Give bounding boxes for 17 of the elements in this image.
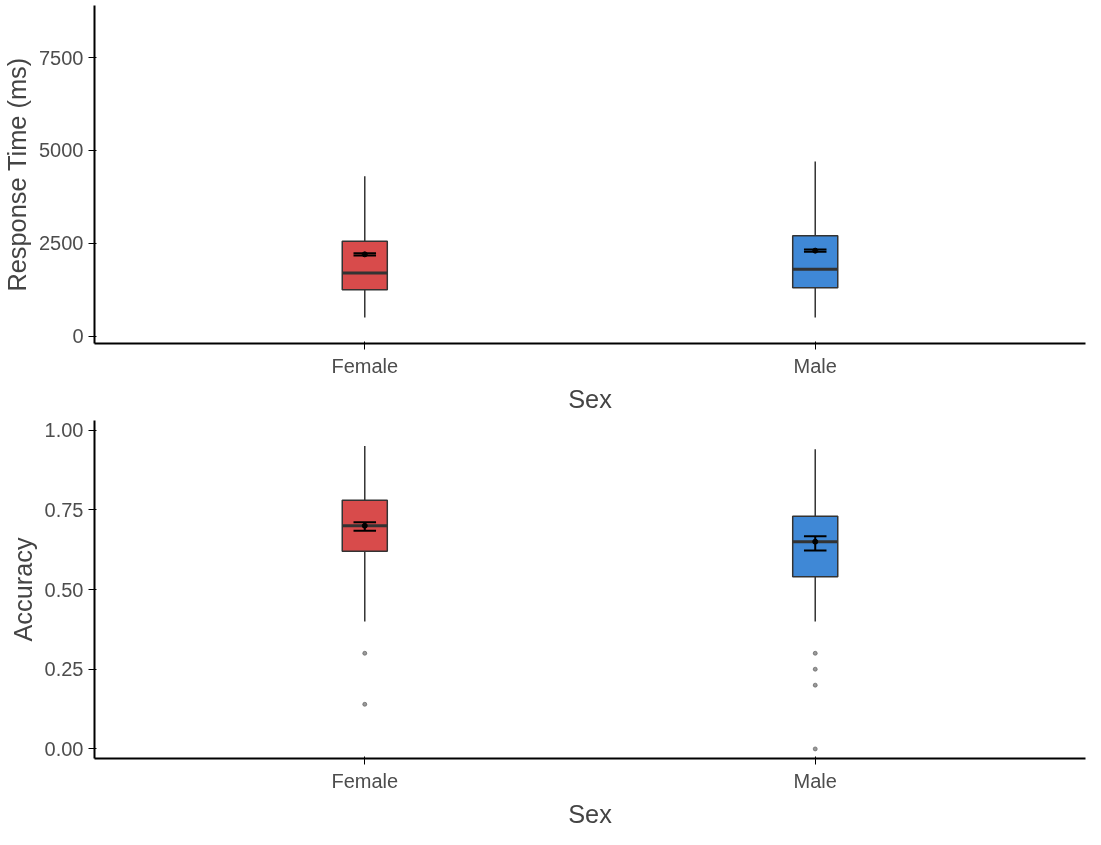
x-axis-title: Sex — [568, 384, 613, 413]
y-tick-label: 0.75 — [44, 498, 84, 521]
x-tick-label: Male — [793, 769, 837, 792]
y-tick-label: 5000 — [39, 139, 84, 162]
x-axis-title: Sex — [568, 799, 613, 828]
y-tick-label: 7500 — [39, 46, 84, 69]
y-axis-title: Accuracy — [8, 537, 37, 642]
x-tick-label: Female — [331, 354, 399, 377]
y-tick-label: 2500 — [39, 232, 84, 255]
x-tick-label: Female — [331, 769, 399, 792]
x-tick-label: Male — [793, 354, 837, 377]
y-axis-title: Response Time (ms) — [3, 57, 32, 292]
y-tick-label: 1.00 — [44, 419, 84, 442]
y-tick-label: 0.25 — [44, 658, 84, 681]
y-tick-label: 0 — [72, 325, 84, 348]
y-tick-label: 0.00 — [44, 737, 84, 760]
y-tick-label: 0.50 — [44, 578, 84, 601]
